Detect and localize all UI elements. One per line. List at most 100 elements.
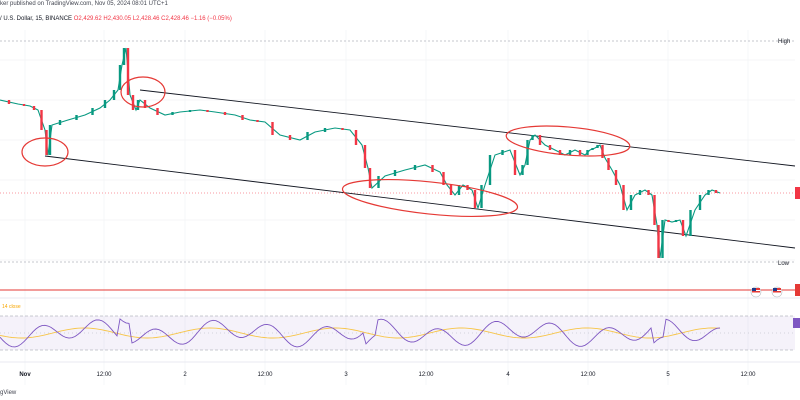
price-series: [0, 47, 721, 259]
candles-group: [7, 48, 718, 258]
candle: [558, 150, 562, 155]
rsi-value-tag: [793, 318, 800, 328]
symbol-text: / U.S. Dollar, 15, BINANCE: [0, 16, 73, 22]
candle: [45, 130, 48, 155]
ohlc-readout: O2,429.62 H2,430.05 L2,428.46 C2,428.46 …: [73, 16, 232, 22]
annotation-ellipse-4: [505, 125, 631, 157]
time-tick-label: 12:00: [257, 372, 273, 378]
time-tick-label: 12:00: [580, 372, 596, 378]
candle: [457, 185, 461, 195]
time-axis: Nov 12:00 2 12:00 3 12:00 4 12:00 5 12:00: [19, 372, 756, 378]
candle: [306, 132, 309, 140]
annotations: [21, 76, 631, 217]
time-tick-label: 12:00: [740, 372, 756, 378]
publisher-line: ker published on TradingView.com, Nov 05…: [0, 1, 168, 7]
candle: [48, 125, 52, 155]
candle: [413, 165, 417, 170]
candle: [661, 220, 664, 258]
candle: [354, 130, 358, 145]
watermark: gView: [0, 390, 17, 396]
current-price-tag: [795, 187, 800, 199]
rsi-ma-line: [0, 327, 721, 339]
candle: [58, 120, 62, 125]
candle: [171, 112, 174, 115]
chart-header: ker published on TradingView.com, Nov 05…: [0, 0, 800, 26]
candle: [591, 148, 594, 150]
time-tick-label: Nov: [19, 372, 31, 378]
annotation-ellipse-3: [341, 179, 519, 217]
low-label: Low: [778, 261, 790, 267]
candle: [91, 108, 94, 115]
candle: [473, 190, 477, 208]
candle: [488, 155, 492, 185]
candle: [622, 185, 625, 210]
price-axis: High Low: [778, 39, 790, 267]
candle: [103, 100, 107, 108]
candle: [7, 100, 11, 104]
time-tick-label: 5: [666, 372, 670, 378]
candle: [596, 145, 599, 148]
candle: [40, 110, 43, 130]
candle: [126, 48, 130, 95]
vertical-grid: [24, 30, 749, 385]
candle: [156, 108, 159, 115]
candle: [271, 122, 274, 135]
candle: [480, 185, 483, 208]
channel-upper-line: [139, 89, 796, 167]
candle: [614, 170, 618, 185]
candle: [647, 190, 650, 195]
time-tick-label: 2: [183, 372, 187, 378]
candle: [526, 140, 529, 165]
candle: [442, 172, 445, 185]
candle: [118, 65, 122, 90]
candle: [501, 150, 504, 155]
candle: [188, 110, 192, 112]
candle: [131, 95, 135, 110]
candle: [288, 135, 292, 140]
candle: [143, 100, 147, 108]
candle: [629, 195, 633, 210]
candle: [22, 104, 26, 106]
candle: [136, 100, 140, 110]
candle: [689, 210, 692, 236]
candle: [538, 135, 542, 145]
candle: [363, 145, 367, 168]
candle: [368, 168, 372, 188]
candle: [431, 165, 434, 172]
candle: [674, 220, 678, 222]
candle: [638, 190, 642, 195]
candle: [657, 225, 660, 258]
candle: [568, 150, 572, 155]
candle: [531, 135, 534, 140]
candle: [607, 158, 610, 170]
channel-lower-line: [44, 155, 796, 249]
candle: [341, 128, 344, 130]
high-label: High: [778, 39, 790, 45]
candle: [449, 185, 453, 195]
us-flag-icon[interactable]: [750, 286, 762, 298]
candle: [707, 190, 710, 195]
candle: [122, 48, 126, 65]
candle: [377, 176, 380, 188]
us-flag-icon[interactable]: [771, 286, 783, 298]
annotation-ellipse-1: [21, 137, 69, 167]
candle: [32, 106, 36, 110]
candle: [653, 195, 656, 225]
candle: [393, 170, 397, 176]
red-line-tag: [795, 284, 800, 296]
candle: [223, 112, 227, 115]
rsi-line: [0, 318, 721, 348]
candle: [578, 150, 582, 155]
candle: [206, 110, 209, 112]
rsi-label: 14 close: [2, 304, 21, 310]
time-tick-label: 3: [344, 372, 348, 378]
candle: [601, 145, 604, 158]
candle: [714, 190, 718, 193]
candle: [256, 120, 259, 122]
candle: [681, 220, 685, 236]
candle: [75, 115, 78, 120]
time-tick-label: 12:00: [96, 372, 112, 378]
time-tick-label: 12:00: [418, 372, 434, 378]
candle: [586, 150, 589, 155]
